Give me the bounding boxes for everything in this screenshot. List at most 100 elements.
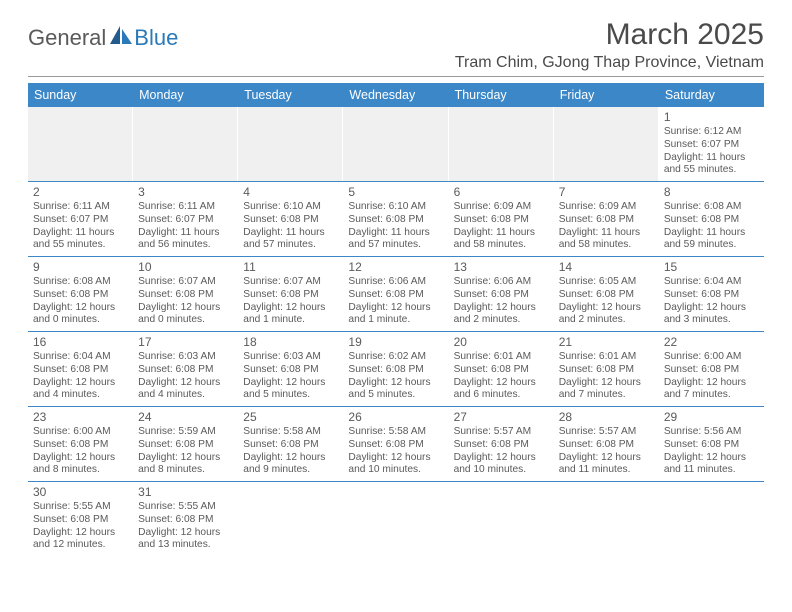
day-number: 28 [559, 410, 653, 425]
day-header: Friday [554, 83, 659, 107]
calendar-cell: 15Sunrise: 6:04 AMSunset: 6:08 PMDayligh… [659, 257, 764, 331]
day-number: 27 [454, 410, 548, 425]
day-header: Tuesday [238, 83, 343, 107]
calendar-cell: 10Sunrise: 6:07 AMSunset: 6:08 PMDayligh… [133, 257, 238, 331]
day-number: 9 [33, 260, 127, 275]
sunrise-text: Sunrise: 5:59 AM [138, 426, 232, 439]
daylight-text: Daylight: 12 hours and 9 minutes. [243, 452, 337, 478]
calendar-cell [554, 107, 659, 181]
sail-icon [108, 24, 134, 46]
day-number: 31 [138, 485, 232, 500]
sunset-text: Sunset: 6:08 PM [243, 214, 337, 227]
sunrise-text: Sunrise: 6:08 AM [664, 201, 758, 214]
daylight-text: Daylight: 12 hours and 11 minutes. [559, 452, 653, 478]
daylight-text: Daylight: 12 hours and 2 minutes. [454, 302, 548, 328]
sunrise-text: Sunrise: 6:10 AM [348, 201, 442, 214]
sunset-text: Sunset: 6:08 PM [138, 439, 232, 452]
day-number: 16 [33, 335, 127, 350]
sunset-text: Sunset: 6:08 PM [348, 439, 442, 452]
header-rule [28, 76, 764, 77]
day-number: 29 [664, 410, 758, 425]
daylight-text: Daylight: 11 hours and 55 minutes. [33, 227, 127, 253]
sunset-text: Sunset: 6:08 PM [559, 439, 653, 452]
day-number: 5 [348, 185, 442, 200]
sunset-text: Sunset: 6:08 PM [664, 289, 758, 302]
daylight-text: Daylight: 12 hours and 6 minutes. [454, 377, 548, 403]
sunrise-text: Sunrise: 5:55 AM [33, 501, 127, 514]
sunrise-text: Sunrise: 5:58 AM [243, 426, 337, 439]
sunset-text: Sunset: 6:08 PM [138, 514, 232, 527]
day-number: 24 [138, 410, 232, 425]
daylight-text: Daylight: 11 hours and 57 minutes. [243, 227, 337, 253]
sunrise-text: Sunrise: 5:55 AM [138, 501, 232, 514]
sunset-text: Sunset: 6:08 PM [664, 364, 758, 377]
calendar-cell: 13Sunrise: 6:06 AMSunset: 6:08 PMDayligh… [449, 257, 554, 331]
calendar-cell [238, 107, 343, 181]
calendar-cell: 4Sunrise: 6:10 AMSunset: 6:08 PMDaylight… [238, 182, 343, 256]
logo: General Blue [28, 24, 178, 52]
daylight-text: Daylight: 12 hours and 0 minutes. [138, 302, 232, 328]
calendar-cell: 20Sunrise: 6:01 AMSunset: 6:08 PMDayligh… [449, 332, 554, 406]
daylight-text: Daylight: 11 hours and 58 minutes. [559, 227, 653, 253]
calendar-cell: 18Sunrise: 6:03 AMSunset: 6:08 PMDayligh… [238, 332, 343, 406]
calendar-cell: 2Sunrise: 6:11 AMSunset: 6:07 PMDaylight… [28, 182, 133, 256]
calendar-cell: 12Sunrise: 6:06 AMSunset: 6:08 PMDayligh… [343, 257, 448, 331]
sunrise-text: Sunrise: 6:08 AM [33, 276, 127, 289]
title-block: March 2025 Tram Chim, GJong Thap Provinc… [455, 18, 764, 72]
day-number: 22 [664, 335, 758, 350]
sunset-text: Sunset: 6:07 PM [33, 214, 127, 227]
day-number: 7 [559, 185, 653, 200]
day-number: 3 [138, 185, 232, 200]
sunrise-text: Sunrise: 6:07 AM [243, 276, 337, 289]
day-number: 23 [33, 410, 127, 425]
day-header: Wednesday [343, 83, 448, 107]
day-number: 10 [138, 260, 232, 275]
daylight-text: Daylight: 12 hours and 12 minutes. [33, 527, 127, 553]
sunset-text: Sunset: 6:08 PM [348, 364, 442, 377]
sunrise-text: Sunrise: 6:01 AM [454, 351, 548, 364]
location-subtitle: Tram Chim, GJong Thap Province, Vietnam [455, 54, 764, 72]
sunrise-text: Sunrise: 5:57 AM [454, 426, 548, 439]
calendar-cell [343, 107, 448, 181]
daylight-text: Daylight: 12 hours and 7 minutes. [559, 377, 653, 403]
sunrise-text: Sunrise: 6:12 AM [664, 126, 758, 139]
sunset-text: Sunset: 6:08 PM [348, 214, 442, 227]
sunrise-text: Sunrise: 5:56 AM [664, 426, 758, 439]
sunset-text: Sunset: 6:08 PM [243, 364, 337, 377]
day-header: Sunday [28, 83, 133, 107]
daylight-text: Daylight: 12 hours and 10 minutes. [348, 452, 442, 478]
calendar-week-row: 30Sunrise: 5:55 AMSunset: 6:08 PMDayligh… [28, 482, 764, 556]
day-number: 13 [454, 260, 548, 275]
day-number: 15 [664, 260, 758, 275]
sunrise-text: Sunrise: 6:03 AM [138, 351, 232, 364]
calendar-cell: 25Sunrise: 5:58 AMSunset: 6:08 PMDayligh… [238, 407, 343, 481]
sunrise-text: Sunrise: 6:03 AM [243, 351, 337, 364]
sunset-text: Sunset: 6:07 PM [664, 139, 758, 152]
daylight-text: Daylight: 11 hours and 56 minutes. [138, 227, 232, 253]
calendar-week-row: 2Sunrise: 6:11 AMSunset: 6:07 PMDaylight… [28, 182, 764, 257]
day-number: 18 [243, 335, 337, 350]
sunset-text: Sunset: 6:08 PM [138, 364, 232, 377]
sunset-text: Sunset: 6:08 PM [559, 214, 653, 227]
daylight-text: Daylight: 12 hours and 8 minutes. [138, 452, 232, 478]
sunset-text: Sunset: 6:08 PM [33, 364, 127, 377]
day-number: 20 [454, 335, 548, 350]
sunset-text: Sunset: 6:08 PM [454, 364, 548, 377]
day-header: Monday [133, 83, 238, 107]
calendar-cell: 23Sunrise: 6:00 AMSunset: 6:08 PMDayligh… [28, 407, 133, 481]
sunrise-text: Sunrise: 6:04 AM [33, 351, 127, 364]
daylight-text: Daylight: 12 hours and 7 minutes. [664, 377, 758, 403]
calendar-cell: 3Sunrise: 6:11 AMSunset: 6:07 PMDaylight… [133, 182, 238, 256]
sunrise-text: Sunrise: 6:05 AM [559, 276, 653, 289]
daylight-text: Daylight: 12 hours and 0 minutes. [33, 302, 127, 328]
day-number: 25 [243, 410, 337, 425]
logo-word-general: General [28, 25, 106, 51]
calendar-cell [238, 482, 343, 556]
calendar-cell: 28Sunrise: 5:57 AMSunset: 6:08 PMDayligh… [554, 407, 659, 481]
sunrise-text: Sunrise: 6:11 AM [138, 201, 232, 214]
sunrise-text: Sunrise: 5:58 AM [348, 426, 442, 439]
sunrise-text: Sunrise: 6:07 AM [138, 276, 232, 289]
calendar-cell [343, 482, 448, 556]
calendar-cell [133, 107, 238, 181]
calendar-cell: 11Sunrise: 6:07 AMSunset: 6:08 PMDayligh… [238, 257, 343, 331]
